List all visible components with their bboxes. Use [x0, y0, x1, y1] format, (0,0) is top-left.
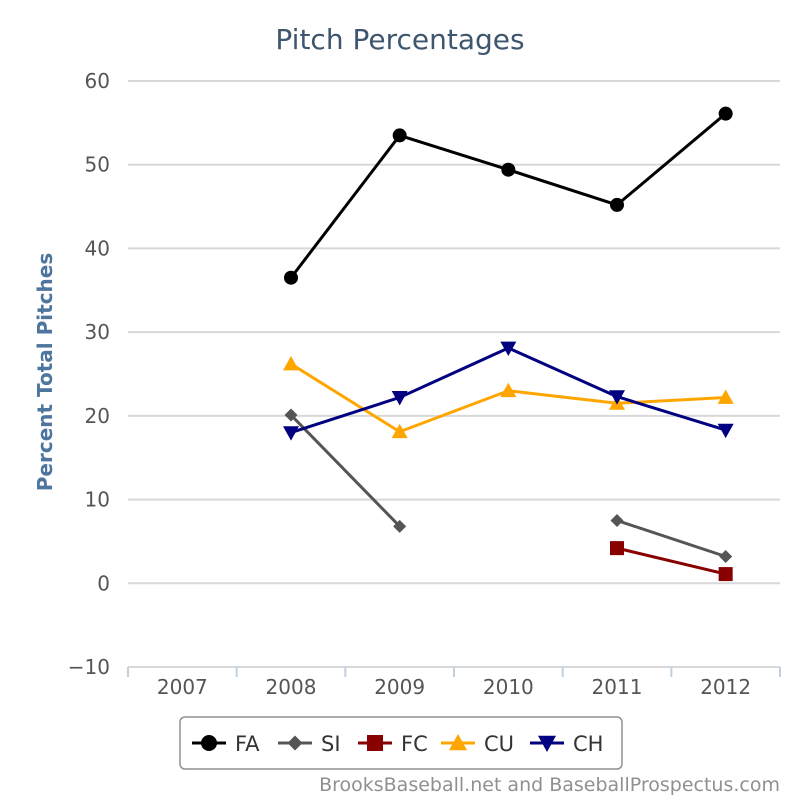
series-ch-point: [391, 391, 408, 406]
x-tick-label: 2011: [592, 675, 643, 699]
series-cu-point: [500, 382, 517, 398]
series-fa[interactable]: [284, 106, 733, 285]
series-fc-point: [718, 567, 733, 582]
y-tick-label: 0: [97, 571, 110, 595]
legend-label-ch: CH: [573, 732, 603, 756]
chart-title: Pitch Percentages: [275, 23, 524, 56]
legend-marker-fc: [367, 735, 383, 751]
legend-marker-si: [287, 735, 303, 751]
series-si-point: [393, 519, 407, 533]
series-fa-point: [718, 106, 733, 121]
legend-item-ch[interactable]: CH: [530, 732, 603, 756]
series-cu[interactable]: [283, 355, 734, 439]
legend-item-fc[interactable]: FC: [358, 732, 428, 756]
legend-box: [179, 716, 623, 770]
series-cu-point: [717, 389, 734, 404]
series-ch-point: [717, 423, 734, 439]
legend-label-fa: FA: [235, 732, 260, 756]
y-axis-title: Percent Total Pitches: [33, 253, 57, 492]
credits-text[interactable]: BrooksBaseball.net and BaseballProspectu…: [319, 774, 780, 796]
series-cu-line: [290, 362, 726, 434]
series-si-point: [719, 549, 733, 563]
y-tick-label: 10: [85, 488, 110, 512]
y-axis: −10 0 10 20 30 40 50 60: [68, 69, 110, 679]
series-si-line: [616, 519, 727, 558]
x-axis: 2007 2008 2009 2010 2011 2012: [127, 667, 781, 699]
series-fa-line: [289, 112, 727, 279]
series-fa-point: [392, 128, 407, 143]
y-tick-label: 60: [85, 69, 110, 93]
grid-layer: [128, 80, 780, 668]
series-ch-point: [283, 426, 299, 441]
legend-items[interactable]: FA SI FC CU CH: [192, 732, 603, 756]
series-fa-point: [501, 162, 516, 177]
x-tick-label: 2012: [700, 675, 751, 699]
series-layer: [283, 106, 734, 582]
y-tick-label: 50: [85, 153, 110, 177]
x-tick-label: 2009: [374, 675, 425, 699]
series-ch-point: [609, 390, 625, 405]
series-ch[interactable]: [283, 341, 734, 441]
series-fa-point: [610, 197, 624, 212]
series-fc-line: [616, 546, 727, 576]
series-fc[interactable]: [610, 541, 733, 582]
legend-label-cu: CU: [484, 732, 514, 756]
series-cu-point: [283, 355, 299, 371]
legend-marker-ch: [538, 735, 556, 752]
x-tick-label: 2007: [157, 675, 208, 699]
series-si-line: [289, 413, 401, 528]
legend-label-si: SI: [321, 732, 341, 756]
legend[interactable]: FA SI FC CU CH: [179, 716, 623, 770]
legend-item-cu[interactable]: CU: [441, 732, 514, 756]
y-tick-label: −10: [68, 655, 110, 679]
legend-item-fa[interactable]: FA: [192, 732, 260, 756]
series-fa-point: [284, 270, 298, 285]
legend-item-si[interactable]: SI: [278, 732, 341, 756]
y-tick-label: 30: [85, 320, 110, 344]
legend-marker-fa: [201, 735, 217, 751]
series-si-point: [284, 408, 298, 422]
legend-label-fc: FC: [401, 732, 428, 756]
series-si-point: [610, 514, 624, 527]
legend-marker-cu: [449, 734, 467, 751]
y-tick-label: 40: [85, 236, 110, 260]
series-fc-point: [610, 541, 624, 556]
x-tick-label: 2010: [483, 675, 534, 699]
series-ch-point: [500, 341, 517, 357]
series-si[interactable]: [284, 408, 733, 563]
y-tick-label: 20: [85, 404, 110, 428]
series-cu-point: [391, 423, 408, 439]
x-tick-label: 2008: [266, 675, 317, 699]
